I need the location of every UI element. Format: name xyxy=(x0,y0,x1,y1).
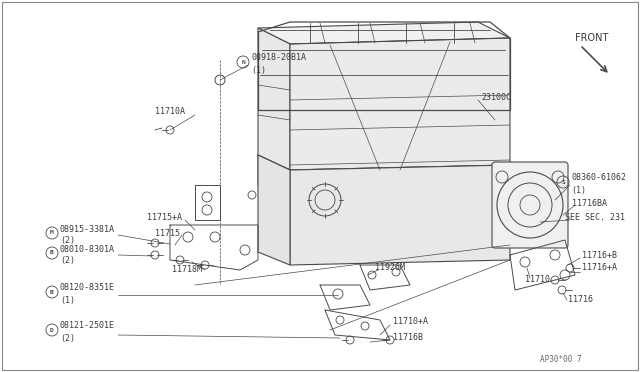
Text: B: B xyxy=(50,250,54,256)
Text: FRONT: FRONT xyxy=(575,33,609,43)
Text: 11715: 11715 xyxy=(155,228,180,237)
Text: 08915-3381A: 08915-3381A xyxy=(60,224,115,234)
Text: 08010-8301A: 08010-8301A xyxy=(60,244,115,253)
Text: 11710: 11710 xyxy=(525,276,550,285)
Text: 11710A: 11710A xyxy=(155,108,185,116)
Text: (2): (2) xyxy=(60,334,75,343)
Text: B: B xyxy=(50,289,54,295)
Text: (1): (1) xyxy=(571,186,586,195)
Text: 11718M: 11718M xyxy=(172,266,202,275)
Text: 11926M: 11926M xyxy=(375,263,405,273)
Text: 11715+A: 11715+A xyxy=(147,214,182,222)
Polygon shape xyxy=(258,155,290,265)
Text: 08121-2501E: 08121-2501E xyxy=(60,321,115,330)
Text: 08360-61062: 08360-61062 xyxy=(571,173,626,183)
Text: N: N xyxy=(241,60,245,64)
Polygon shape xyxy=(290,38,510,170)
Text: (2): (2) xyxy=(60,257,75,266)
Text: D: D xyxy=(50,327,54,333)
Text: 08120-8351E: 08120-8351E xyxy=(60,283,115,292)
Text: 11716BA: 11716BA xyxy=(572,199,607,208)
Text: S: S xyxy=(561,180,565,185)
Polygon shape xyxy=(258,28,290,170)
Text: (1): (1) xyxy=(60,295,75,305)
Polygon shape xyxy=(290,165,510,265)
Text: 23100C: 23100C xyxy=(481,93,511,103)
Text: AP30*00 7: AP30*00 7 xyxy=(540,356,582,365)
Text: 08918-20B1A: 08918-20B1A xyxy=(251,54,306,62)
Polygon shape xyxy=(258,22,510,44)
Text: 11716B: 11716B xyxy=(393,334,423,343)
Polygon shape xyxy=(258,155,510,200)
Text: 11716+A: 11716+A xyxy=(582,263,617,273)
Text: SEE SEC. 231: SEE SEC. 231 xyxy=(565,214,625,222)
Text: (2): (2) xyxy=(60,237,75,246)
Text: M: M xyxy=(50,231,54,235)
Text: (1): (1) xyxy=(251,65,266,74)
Text: 11710+A: 11710+A xyxy=(393,317,428,327)
FancyBboxPatch shape xyxy=(492,162,568,248)
Text: 11716+B: 11716+B xyxy=(582,250,617,260)
Text: 11716: 11716 xyxy=(568,295,593,305)
